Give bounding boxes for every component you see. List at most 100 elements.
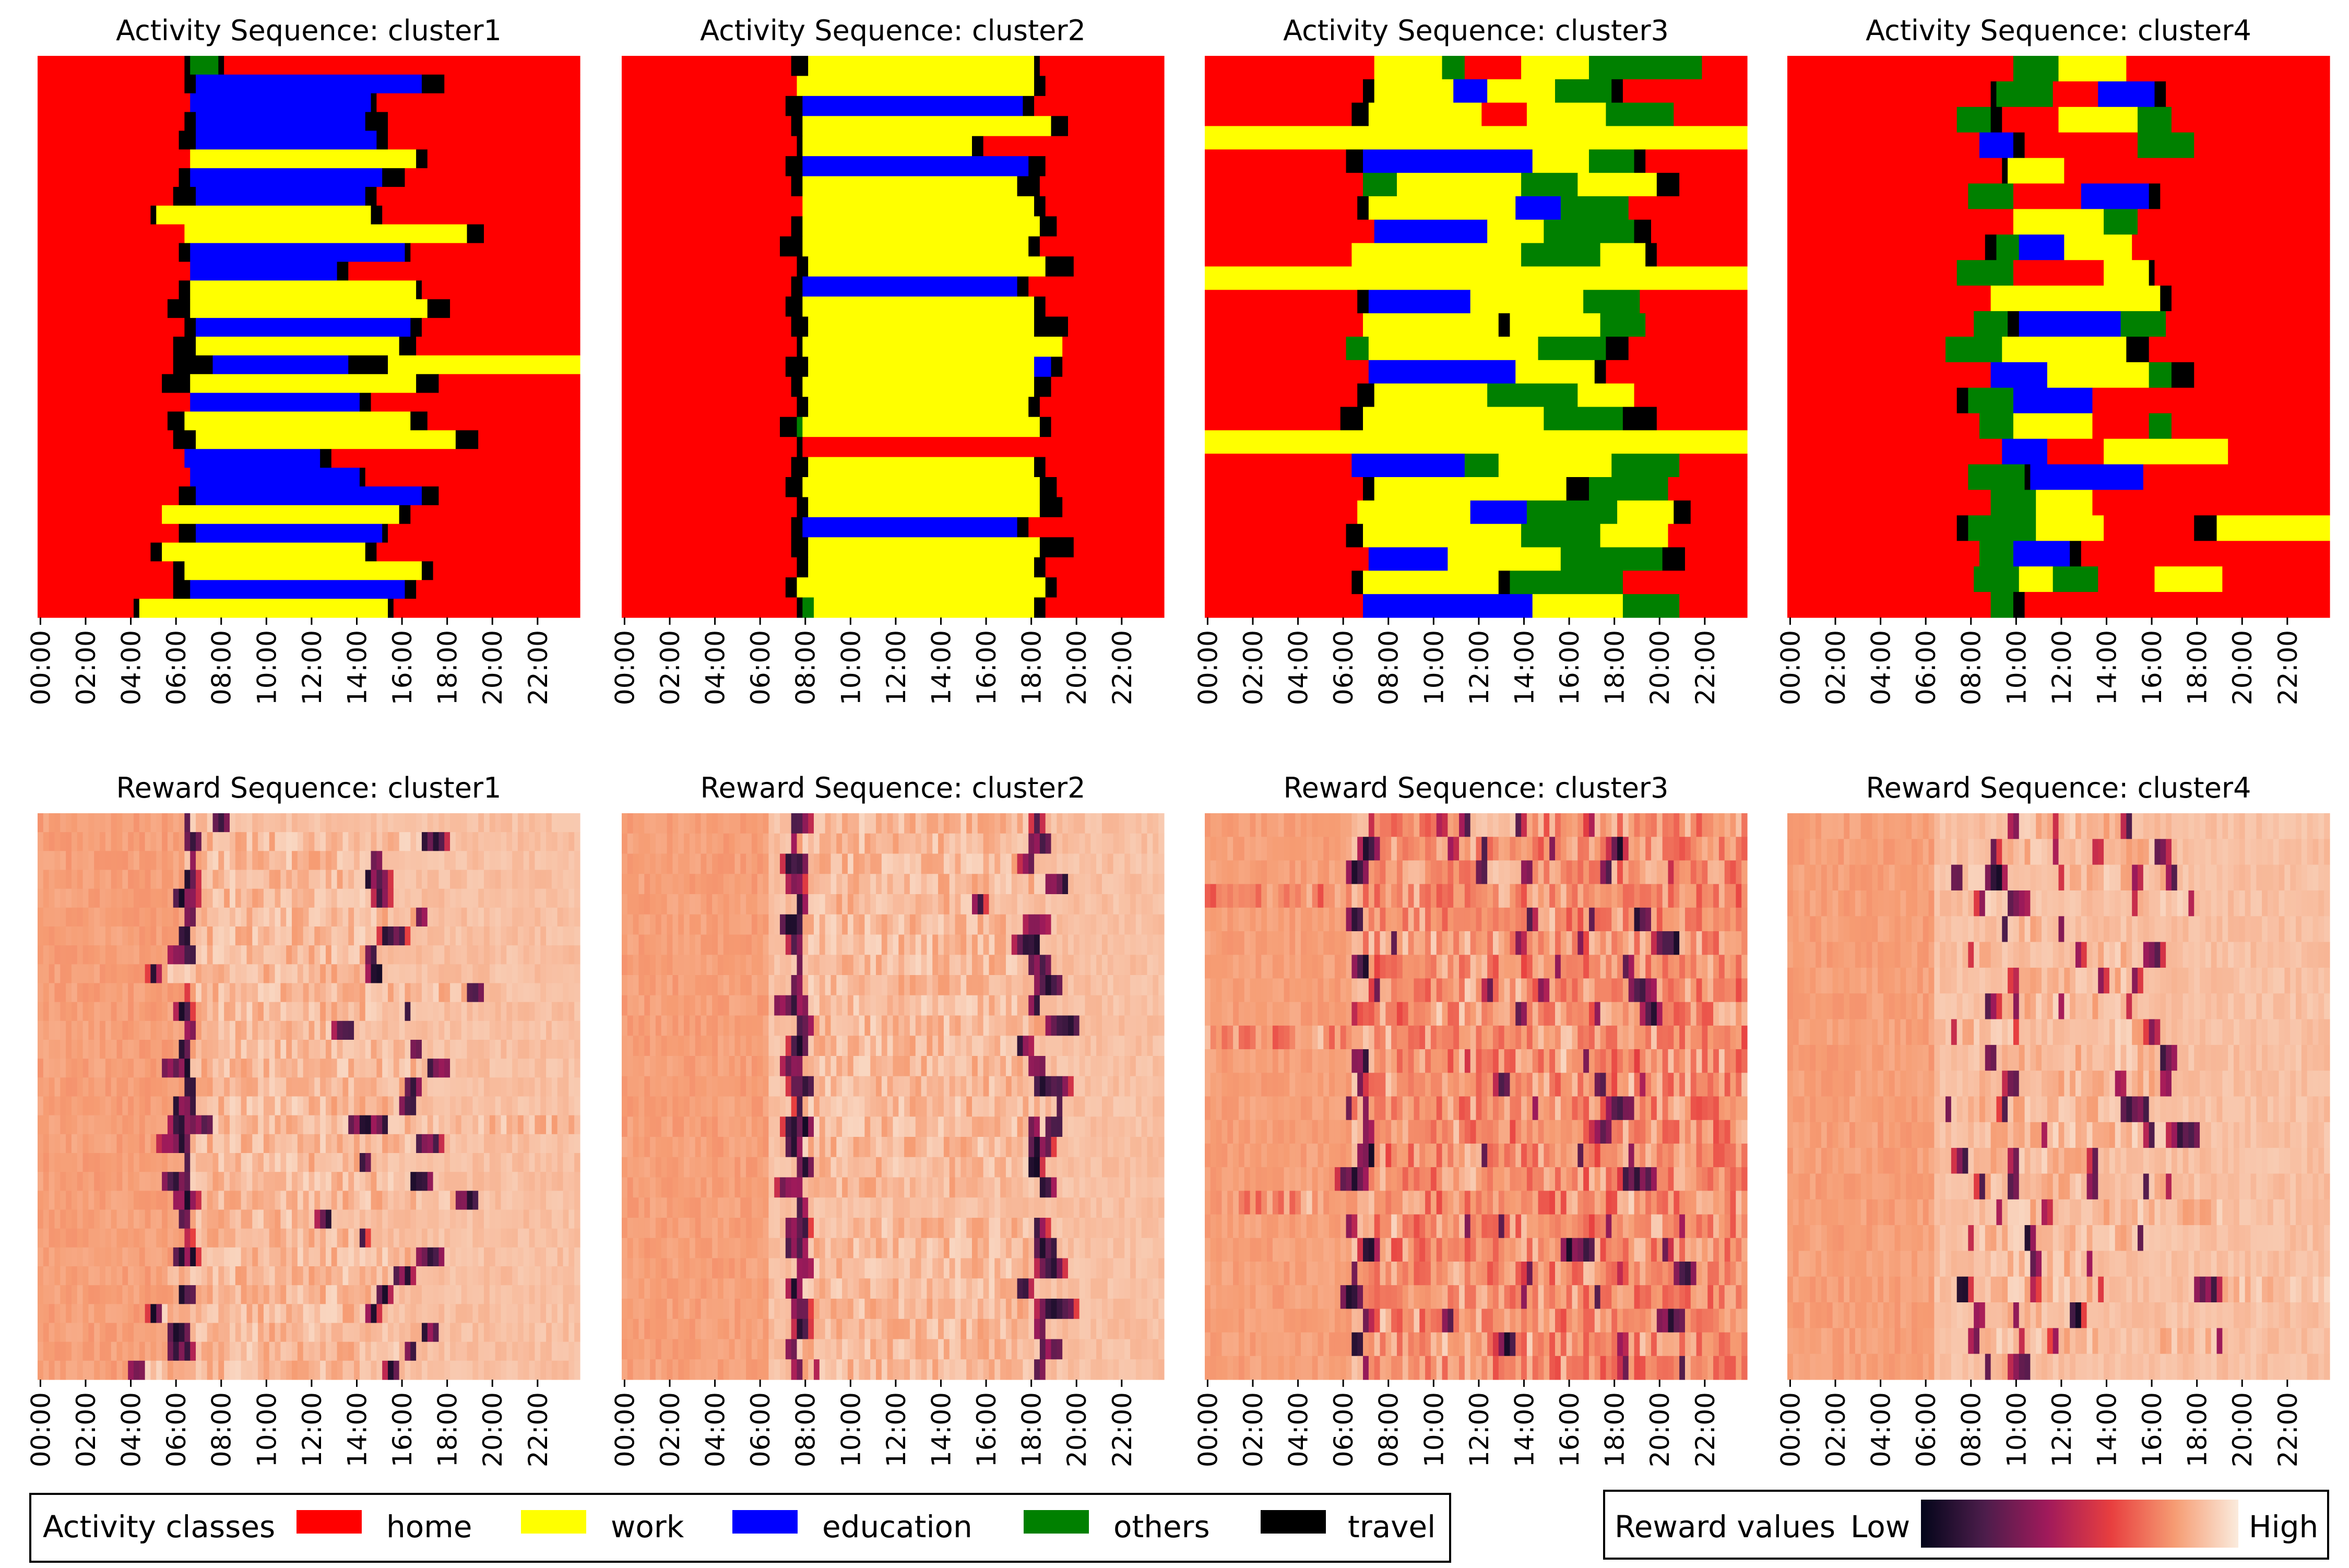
reward-cell [887, 914, 893, 935]
reward-cell [337, 1266, 343, 1286]
reward-cell [145, 1097, 151, 1116]
reward-cell [518, 1040, 524, 1059]
reward-cell [456, 945, 461, 965]
reward-cell [678, 894, 684, 914]
reward-cell [989, 975, 994, 995]
reward-cell [128, 1248, 134, 1267]
activity-cell [786, 96, 803, 116]
reward-cell [320, 851, 326, 870]
reward-cell [252, 908, 258, 927]
reward-cell [529, 1323, 535, 1343]
activity-cell [1645, 313, 1747, 337]
reward-cell [117, 1172, 123, 1191]
reward-cell [179, 1059, 185, 1078]
reward-cell [916, 894, 921, 914]
reward-cell [887, 935, 893, 955]
reward-cell [416, 889, 422, 908]
reward-cell [122, 1077, 128, 1097]
reward-cell [405, 1191, 410, 1210]
reward-cell [825, 894, 831, 914]
reward-cell [207, 1059, 213, 1078]
reward-cell [173, 1002, 179, 1021]
reward-cell [1074, 955, 1079, 975]
reward-cell [780, 1036, 786, 1056]
reward-cell [433, 1342, 439, 1361]
reward-cell [887, 1016, 893, 1036]
reward-cell [518, 1134, 524, 1154]
reward-cell [416, 926, 422, 946]
reward-cell [644, 1116, 650, 1137]
reward-cell [145, 926, 151, 946]
activity-cell [1685, 548, 1748, 571]
reward-cell [763, 813, 769, 834]
activity-cell [1787, 566, 1974, 592]
reward-cell [490, 870, 495, 889]
reward-cell [145, 1361, 151, 1380]
reward-cell [1158, 1036, 1164, 1056]
reward-cell [1062, 1076, 1068, 1097]
reward-cell [173, 1210, 179, 1229]
reward-cell [1147, 935, 1153, 955]
reward-cell [83, 945, 89, 965]
reward-cell [105, 908, 111, 927]
reward-cell [173, 1342, 179, 1361]
reward-cell [105, 926, 111, 946]
activity-cell [213, 355, 349, 374]
reward-cell [72, 1097, 77, 1116]
reward-cell [461, 1248, 467, 1267]
reward-cell [184, 908, 190, 927]
reward-cell [38, 870, 43, 889]
reward-cell [60, 1040, 66, 1059]
reward-cell [529, 1134, 535, 1154]
reward-cell [134, 1040, 139, 1059]
reward-cell [450, 1361, 456, 1380]
reward-cell [83, 964, 89, 983]
reward-cell [292, 1097, 298, 1116]
activity-cell [1668, 524, 1747, 548]
reward-cell [870, 914, 876, 935]
reward-cell [563, 1323, 569, 1343]
reward-cell [275, 813, 281, 833]
reward-cell [111, 1342, 117, 1361]
reward-cell [376, 1342, 382, 1361]
reward-cell [898, 874, 904, 894]
reward-cell [54, 1285, 60, 1304]
reward-cell [1108, 935, 1113, 955]
reward-cell [162, 1059, 168, 1078]
reward-cell [382, 813, 388, 833]
reward-cell [574, 1134, 580, 1154]
reward-cell [450, 1229, 456, 1248]
reward-cell [438, 945, 444, 965]
reward-cell [712, 975, 718, 995]
reward-cell [184, 1002, 190, 1021]
reward-cell [706, 813, 712, 834]
reward-cell [478, 926, 484, 946]
reward-cell [162, 832, 168, 851]
activity-cell [1057, 477, 1164, 497]
reward-cell [1136, 1016, 1142, 1036]
reward-cell [1085, 874, 1090, 894]
activity-cell [1787, 260, 1957, 286]
reward-cell [678, 1076, 684, 1097]
reward-cell [269, 1021, 275, 1040]
reward-cell [650, 1016, 656, 1036]
reward-cell [552, 832, 557, 851]
reward-cell [927, 1056, 932, 1076]
reward-cell [484, 908, 490, 927]
reward-cell [1113, 834, 1119, 854]
reward-cell [298, 1323, 303, 1343]
reward-cell [252, 1266, 258, 1286]
reward-cell [955, 1036, 961, 1056]
reward-cell [309, 1059, 315, 1078]
reward-cell [66, 983, 72, 1003]
reward-cell [207, 1266, 213, 1286]
reward-cell [1000, 1097, 1006, 1117]
reward-cell [382, 1059, 388, 1078]
x-tick-label: 08:00 [791, 630, 821, 705]
reward-cell [72, 908, 77, 927]
reward-cell [876, 1016, 882, 1036]
reward-cell [808, 995, 814, 1016]
activity-cell [190, 280, 417, 299]
reward-cell [524, 1097, 529, 1116]
reward-cell [1108, 1036, 1113, 1056]
